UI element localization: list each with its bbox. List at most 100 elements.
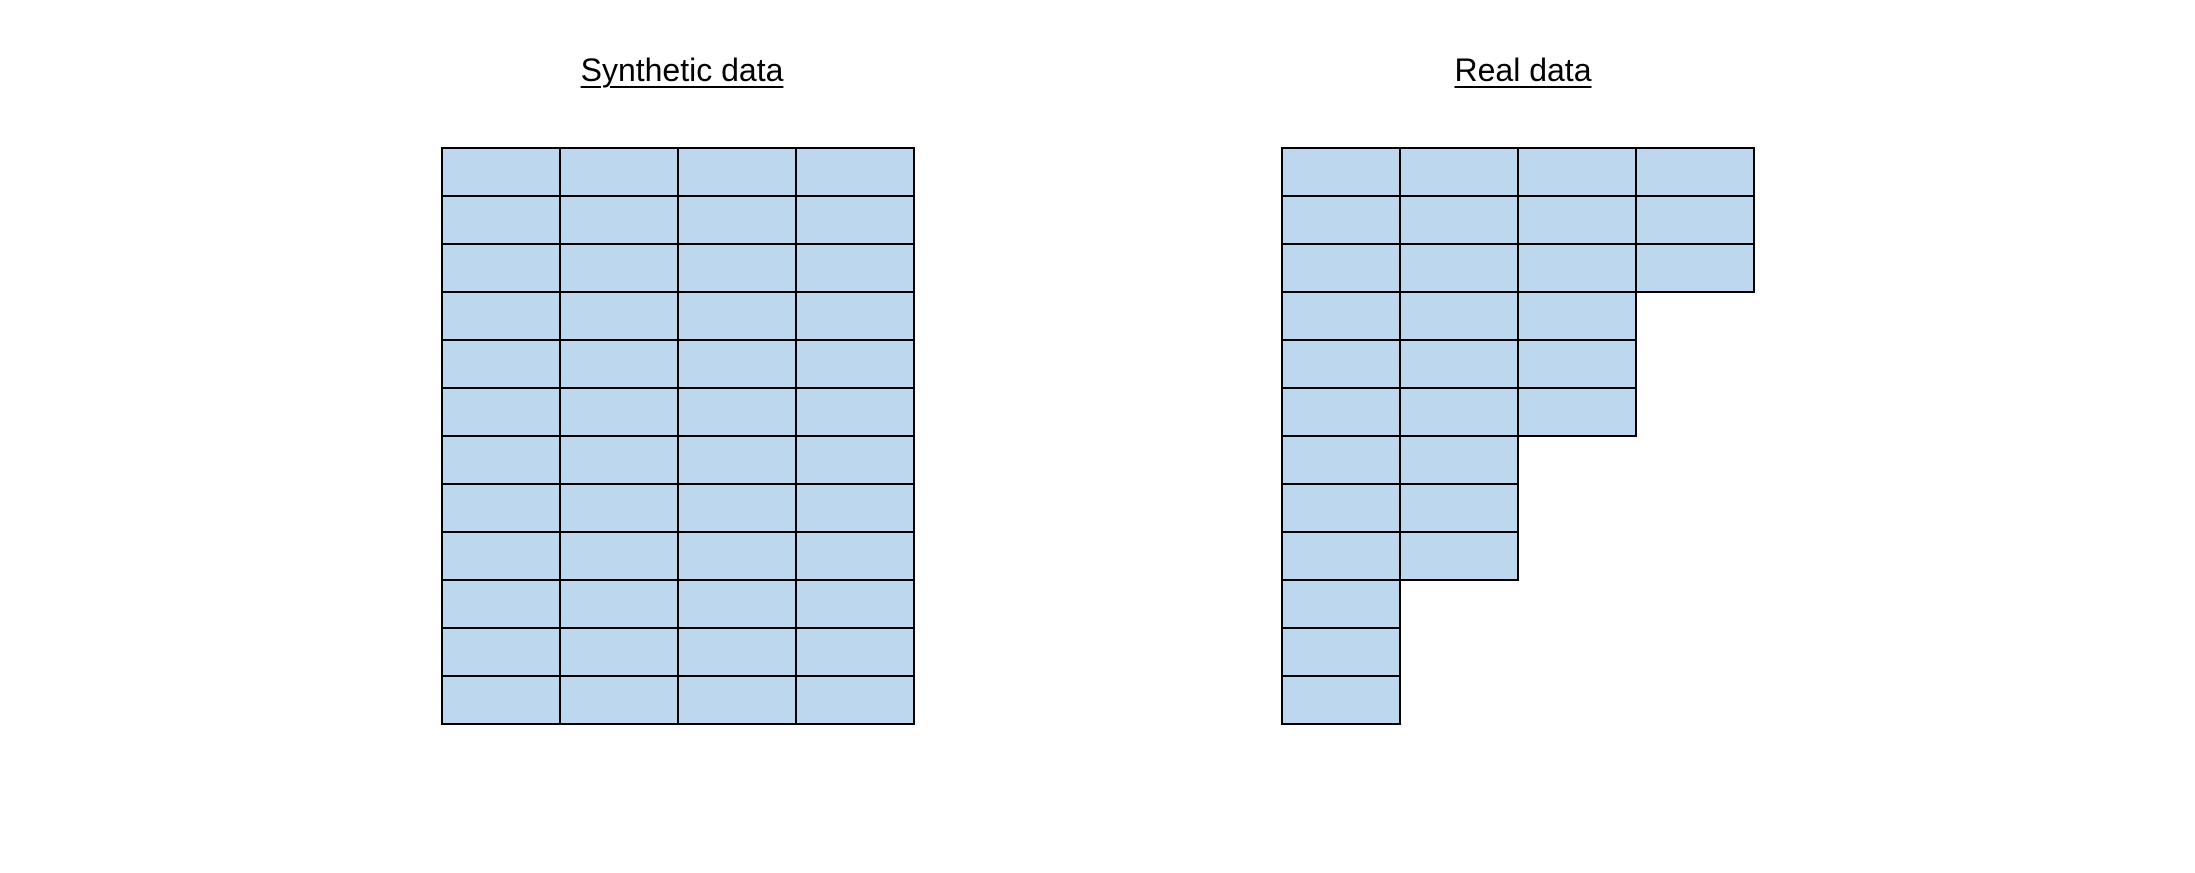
real-data-empty-cell (1635, 387, 1755, 437)
synthetic-data-cell (559, 339, 679, 389)
synthetic-data-cell (677, 627, 797, 677)
real-data-cell (1399, 435, 1519, 485)
synthetic-data-cell (795, 435, 915, 485)
synthetic-data-cell (677, 339, 797, 389)
synthetic-data-cell (441, 243, 561, 293)
real-data-row (1281, 675, 1755, 725)
real-data-empty-cell (1517, 483, 1637, 533)
real-data-cell (1281, 339, 1401, 389)
synthetic-data-cell (795, 531, 915, 581)
synthetic-data-cell (559, 387, 679, 437)
real-data-cell (1281, 195, 1401, 245)
real-data-empty-cell (1635, 579, 1755, 629)
real-data-row (1281, 579, 1755, 629)
real-data-empty-cell (1517, 675, 1637, 725)
synthetic-data-cell (559, 243, 679, 293)
real-data-empty-cell (1635, 627, 1755, 677)
synthetic-data-cell (795, 291, 915, 341)
synthetic-data-cell (559, 147, 679, 197)
real-data-cell (1399, 483, 1519, 533)
real-data-row (1281, 627, 1755, 677)
synthetic-data-cell (441, 579, 561, 629)
synthetic-data-cell (441, 339, 561, 389)
synthetic-data-cell (441, 435, 561, 485)
synthetic-data-cell (677, 387, 797, 437)
real-data-cell (1281, 675, 1401, 725)
synthetic-data-cell (677, 147, 797, 197)
real-data-cell (1517, 291, 1637, 341)
synthetic-data-cell (677, 195, 797, 245)
synthetic-data-row (441, 627, 915, 677)
synthetic-data-cell (795, 387, 915, 437)
synthetic-data-cell (677, 579, 797, 629)
synthetic-data-cell (441, 627, 561, 677)
synthetic-data-row (441, 195, 915, 245)
real-data-cell (1399, 531, 1519, 581)
synthetic-data-cell (559, 435, 679, 485)
real-data-empty-cell (1517, 627, 1637, 677)
real-data-cell (1281, 435, 1401, 485)
real-data-cell (1399, 339, 1519, 389)
real-data-cell (1517, 195, 1637, 245)
real-data-empty-cell (1635, 531, 1755, 581)
synthetic-data-row (441, 339, 915, 389)
real-data-row (1281, 531, 1755, 581)
real-data-cell (1281, 531, 1401, 581)
real-data-cell (1399, 387, 1519, 437)
synthetic-data-cell (559, 627, 679, 677)
real-data-cell (1635, 147, 1755, 197)
synthetic-data-cell (795, 147, 915, 197)
real-data-cell (1517, 147, 1637, 197)
real-data-empty-cell (1635, 291, 1755, 341)
real-data-cell (1281, 147, 1401, 197)
real-data-empty-cell (1517, 579, 1637, 629)
synthetic-data-cell (559, 291, 679, 341)
real-data-row (1281, 387, 1755, 437)
synthetic-data-row (441, 579, 915, 629)
real-data-cell (1281, 387, 1401, 437)
synthetic-data-cell (559, 195, 679, 245)
real-data-row (1281, 243, 1755, 293)
real-data-empty-cell (1635, 675, 1755, 725)
synthetic-data-cell (441, 483, 561, 533)
synthetic-data-row (441, 675, 915, 725)
real-data-row (1281, 291, 1755, 341)
synthetic-data-row (441, 435, 915, 485)
synthetic-data-row (441, 387, 915, 437)
synthetic-data-cell (795, 243, 915, 293)
real-data-cell (1281, 627, 1401, 677)
real-data-cell (1635, 243, 1755, 293)
real-data-cell (1281, 291, 1401, 341)
real-data-empty-cell (1399, 627, 1519, 677)
synthetic-data-grid (441, 147, 915, 725)
synthetic-data-cell (441, 387, 561, 437)
synthetic-data-cell (441, 147, 561, 197)
synthetic-data-cell (559, 579, 679, 629)
real-data-cell (1399, 243, 1519, 293)
real-data-grid (1281, 147, 1755, 725)
real-data-cell (1399, 291, 1519, 341)
synthetic-data-cell (795, 483, 915, 533)
synthetic-data-title: Synthetic data (580, 52, 784, 88)
synthetic-data-cell (677, 531, 797, 581)
real-data-cell (1399, 147, 1519, 197)
real-data-cell (1517, 243, 1637, 293)
real-data-title: Real data (1454, 52, 1592, 88)
real-data-row (1281, 435, 1755, 485)
real-data-empty-cell (1635, 339, 1755, 389)
real-data-row (1281, 195, 1755, 245)
synthetic-data-cell (677, 291, 797, 341)
synthetic-data-cell (795, 627, 915, 677)
real-data-empty-cell (1399, 579, 1519, 629)
synthetic-data-cell (559, 483, 679, 533)
real-data-cell (1281, 579, 1401, 629)
real-data-row (1281, 483, 1755, 533)
synthetic-data-cell (795, 339, 915, 389)
real-data-empty-cell (1635, 435, 1755, 485)
synthetic-data-cell (559, 675, 679, 725)
synthetic-data-cell (559, 531, 679, 581)
real-data-cell (1635, 195, 1755, 245)
synthetic-data-row (441, 147, 915, 197)
synthetic-data-cell (441, 531, 561, 581)
real-data-cell (1517, 339, 1637, 389)
